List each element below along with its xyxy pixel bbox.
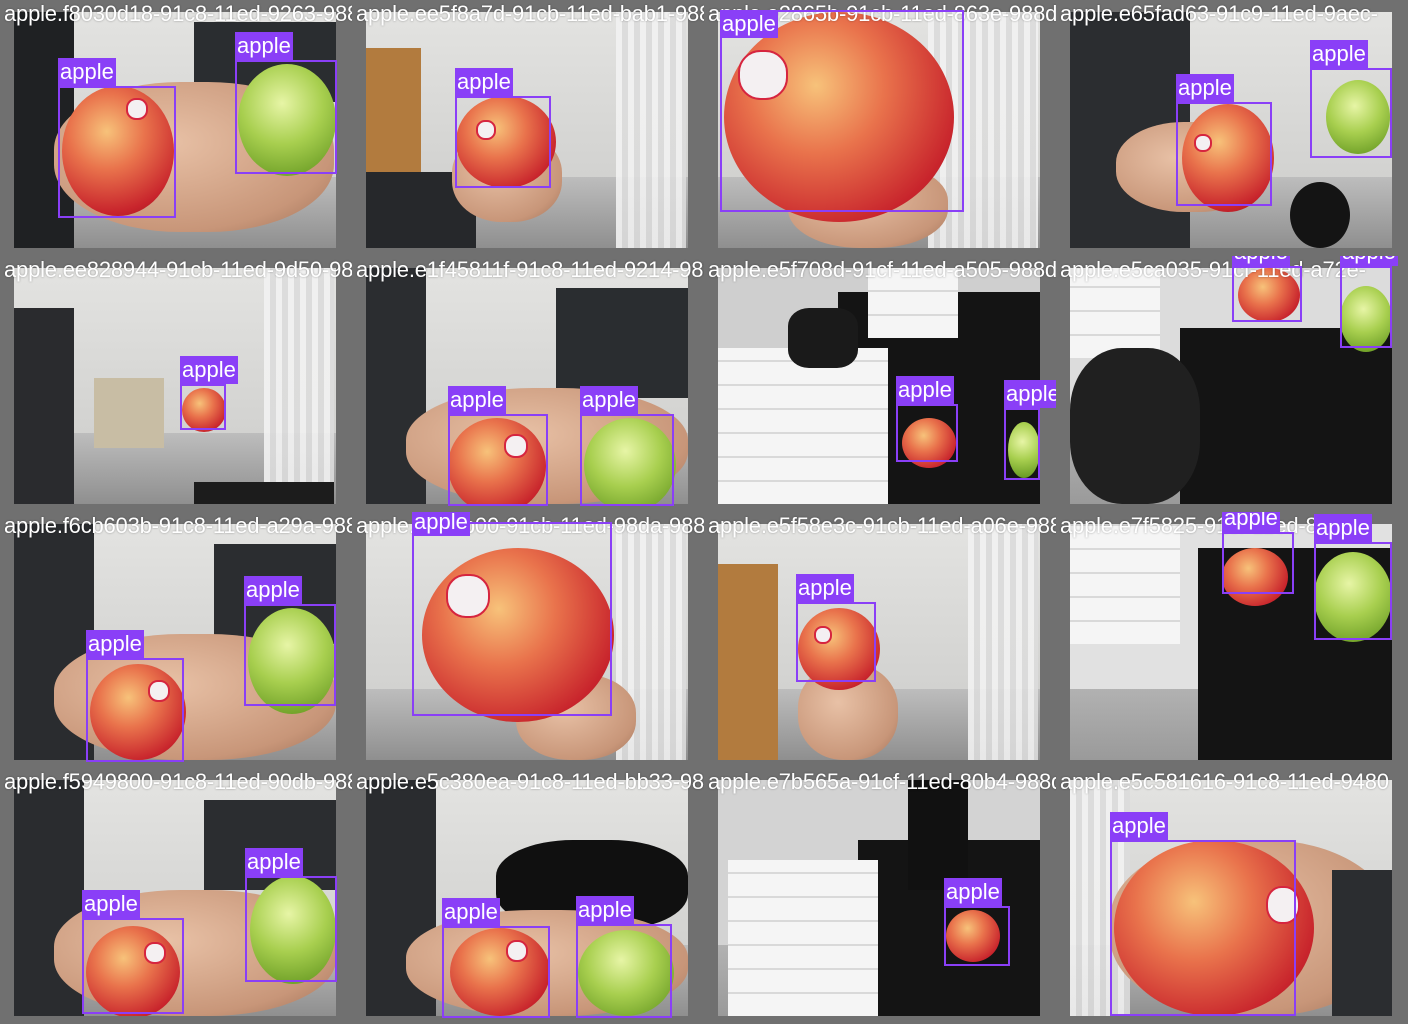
detection-box[interactable]: apple [448, 386, 548, 506]
tile-photo [14, 268, 336, 504]
grid-tile[interactable]: apple.e7f5825-91cf-11ed-89- apple apple [1056, 512, 1408, 768]
tile-photo [718, 268, 1040, 504]
tile-filename: apple.e5c380ea-91c8-11ed-bb33-988d46a5f5… [356, 769, 704, 794]
tile-filename: apple.e65fad63-91c9-11ed-9aec- [1060, 1, 1378, 26]
tile-filename: apple.e7b565a-91cf-11ed-80b4-988d46a5f58 [708, 769, 1056, 794]
detection-box[interactable]: apple [1110, 812, 1296, 1016]
grid-tile[interactable]: apple.e5ca035-91cf-11ed-a72e- apple appl… [1056, 256, 1408, 512]
detection-label: apple [1222, 512, 1280, 532]
detection-label: apple [796, 574, 854, 602]
tile-filename: apple.e5f708d-91cf-11ed-a505-988d46a5f58 [708, 257, 1056, 282]
detection-box[interactable]: apple [244, 576, 336, 706]
tile-filename: apple.e7f5825-91cf-11ed-89- [1060, 513, 1337, 538]
detection-box[interactable]: apple [1004, 380, 1056, 480]
detection-label: apple [1314, 514, 1372, 542]
tile-filename: apple.e1f45811f-91c8-11ed-9214-988d46a5f… [356, 257, 704, 282]
grid-tile[interactable]: apple.ee5f8a7d-91cb-11ed-bab1-988d46a5f5… [352, 0, 704, 256]
tile-filename: apple.f8030d18-91c8-11ed-9263-988d46a5f5… [4, 1, 352, 26]
detection-box[interactable]: apple [442, 898, 550, 1018]
grid-tile[interactable]: apple.e5f58e3c-91cb-11ed-a06e-988d46a5f5… [704, 512, 1056, 768]
tile-photo [14, 780, 336, 1016]
detection-label: apple [245, 848, 303, 876]
tile-filename: apple.e5ca035-91cf-11ed-a72e- [1060, 257, 1366, 282]
tile-filename: apple.f6cb603b-91c8-11ed-a29a-988d46a5f5… [4, 513, 352, 538]
detection-label: apple [455, 68, 513, 96]
grid-tile[interactable]: apple.f6cb603b-91c8-11ed-a29a-988d46a5f5… [0, 512, 352, 768]
detection-box[interactable]: apple [455, 68, 551, 188]
detection-box[interactable]: apple [1314, 514, 1392, 640]
detection-label: apple [244, 576, 302, 604]
detection-label: apple [944, 878, 1002, 906]
detection-label: apple [1176, 74, 1234, 102]
detection-box[interactable]: apple [235, 32, 337, 174]
tile-filename: apple.e5f58e3c-91cb-11ed-a06e-988d46a5f5… [708, 513, 1056, 538]
detection-label: apple [576, 896, 634, 924]
detection-box[interactable]: apple [82, 890, 184, 1014]
detection-box[interactable]: apple [245, 848, 337, 982]
detection-label: apple [442, 898, 500, 926]
grid-tile[interactable]: apple.f8030d18-91c8-11ed-9263-988d46a5f5… [0, 0, 352, 256]
tile-photo [1070, 524, 1392, 760]
tile-filename: apple.f5949800-91c8-11ed-90db-988d46a5f5… [4, 769, 352, 794]
detection-box[interactable]: apple [1222, 512, 1294, 594]
tile-photo [1070, 780, 1392, 1016]
detection-label: apple [180, 356, 238, 384]
tile-filename: apple.ee5f8a7d-91cb-11ed-bab1-988d46a5f5… [356, 1, 704, 26]
grid-tile[interactable]: apple.e5c380ea-91c8-11ed-bb33-988d46a5f5… [352, 768, 704, 1024]
detection-box[interactable]: apple [580, 386, 674, 506]
grid-tile[interactable]: apple.e2865b-91cb-11ed-863e-988d46a5f58 … [704, 0, 1056, 256]
detection-label: apple [412, 512, 470, 536]
grid-tile[interactable]: apple.e5c581616-91c8-11ed-9480 apple [1056, 768, 1408, 1024]
detection-label: apple [720, 10, 778, 38]
grid-tile[interactable]: apple.ee828944-91cb-11ed-9d50-988d46a5f5… [0, 256, 352, 512]
detection-box[interactable]: apple [896, 376, 958, 462]
tile-filename: apple.ee828944-91cb-11ed-9d50-988d46a5f5… [4, 257, 352, 282]
detection-box[interactable]: apple [1310, 40, 1392, 158]
detection-box[interactable]: apple [720, 10, 964, 212]
grid-tile[interactable]: apple.e5f708d-91cf-11ed-a505-988d46a5f58… [704, 256, 1056, 512]
detection-box[interactable]: apple [1232, 256, 1302, 322]
detection-label: apple [580, 386, 638, 414]
tile-filename: apple.e5c581616-91c8-11ed-9480 [1060, 769, 1389, 794]
grid-tile[interactable]: apple.e1f45811f-91c8-11ed-9214-988d46a5f… [352, 256, 704, 512]
detection-label: apple [82, 890, 140, 918]
detection-box[interactable]: apple [796, 574, 876, 682]
detection-box[interactable]: apple [944, 878, 1010, 966]
tile-photo [366, 12, 688, 248]
grid-tile[interactable]: apple.e7b565a-91cf-11ed-80b4-988d46a5f58… [704, 768, 1056, 1024]
tile-photo [1070, 268, 1392, 504]
detection-box[interactable]: apple [180, 356, 238, 430]
detection-box[interactable]: apple [576, 896, 672, 1018]
tile-photo [718, 524, 1040, 760]
detection-label: apple [235, 32, 293, 60]
detection-label: apple [86, 630, 144, 658]
grid-tile[interactable]: apple.e65fad63-91c9-11ed-9aec- apple app… [1056, 0, 1408, 256]
grid-tile[interactable]: apple.f5949800-91c8-11ed-90db-988d46a5f5… [0, 768, 352, 1024]
grid-tile[interactable]: apple.e5b6b00-91cb-11ed-98da-988d46a5f58… [352, 512, 704, 768]
detection-box[interactable]: apple [412, 512, 612, 716]
detection-label: apple [1340, 256, 1398, 266]
tile-photo [366, 524, 688, 760]
detection-box[interactable]: apple [1340, 256, 1398, 348]
detection-label: apple [448, 386, 506, 414]
detection-label: apple [1310, 40, 1368, 68]
detection-box[interactable]: apple [86, 630, 184, 762]
detection-label: apple [1232, 256, 1290, 266]
detection-label: apple [1110, 812, 1168, 840]
tile-photo [366, 780, 688, 1016]
detection-label: apple [896, 376, 954, 404]
detection-box[interactable]: apple [58, 58, 176, 218]
detection-box[interactable]: apple [1176, 74, 1272, 206]
tile-photo [718, 12, 1040, 248]
detection-label: apple [1004, 380, 1056, 408]
detection-label: apple [58, 58, 116, 86]
